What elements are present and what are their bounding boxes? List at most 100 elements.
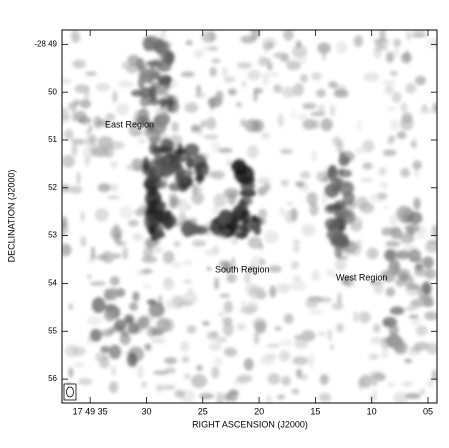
emission-blob xyxy=(342,192,356,205)
emission-blob xyxy=(388,324,399,336)
noise-blob xyxy=(206,117,217,130)
noise-blob xyxy=(385,51,395,63)
noise-blob xyxy=(336,41,348,54)
emission-blob xyxy=(156,317,171,333)
noise-blob xyxy=(380,350,389,359)
noise-blob xyxy=(333,273,338,279)
noise-blob xyxy=(353,311,359,323)
emission-blob xyxy=(414,268,430,277)
noise-blob xyxy=(68,367,74,378)
noise-blob xyxy=(227,88,237,96)
noise-blob xyxy=(62,244,72,256)
noise-blob xyxy=(362,162,373,170)
noise-blob xyxy=(62,216,68,229)
emission-blob xyxy=(230,214,239,231)
noise-blob xyxy=(267,373,281,385)
noise-blob xyxy=(307,354,315,368)
noise-blob xyxy=(206,266,212,272)
emission-blob xyxy=(183,149,191,160)
noise-blob xyxy=(279,350,291,362)
noise-blob xyxy=(222,316,233,326)
noise-blob xyxy=(432,102,437,114)
noise-blob xyxy=(236,323,246,331)
noise-blob xyxy=(257,177,271,185)
emission-blob xyxy=(154,224,164,239)
emission-blob xyxy=(399,232,415,244)
noise-blob xyxy=(73,99,81,106)
y-tick-label: 56 xyxy=(48,374,57,383)
noise-blob xyxy=(350,221,363,232)
noise-blob xyxy=(241,80,247,89)
noise-blob xyxy=(72,346,86,357)
noise-blob xyxy=(356,238,362,250)
emission-blob xyxy=(103,304,115,312)
emission-blob xyxy=(137,315,150,329)
noise-blob xyxy=(400,52,412,64)
noise-blob xyxy=(172,295,184,309)
noise-blob xyxy=(292,356,309,366)
noise-blob xyxy=(264,230,279,244)
noise-blob xyxy=(221,66,228,77)
emission-blob xyxy=(103,308,116,322)
noise-blob xyxy=(276,394,285,400)
emission-blob xyxy=(423,298,434,308)
noise-blob xyxy=(142,283,152,289)
noise-blob xyxy=(223,347,238,357)
noise-blob xyxy=(80,210,85,223)
noise-blob xyxy=(183,279,193,285)
noise-blob xyxy=(73,362,86,368)
x-tick-label: 25 xyxy=(198,406,208,416)
noise-blob xyxy=(265,394,272,403)
emission-blob xyxy=(330,233,347,249)
emission-blob xyxy=(334,177,344,185)
region-label: South Region xyxy=(215,264,270,274)
noise-blob xyxy=(371,373,386,382)
noise-blob xyxy=(277,113,284,128)
noise-blob xyxy=(194,92,206,99)
noise-blob xyxy=(170,197,177,209)
noise-blob xyxy=(184,102,199,113)
noise-blob xyxy=(258,56,268,67)
emission-blob xyxy=(251,215,259,223)
noise-blob xyxy=(211,205,220,216)
emission-blob xyxy=(90,328,102,342)
noise-blob xyxy=(211,58,221,64)
emission-blob xyxy=(146,60,162,67)
noise-blob xyxy=(142,247,154,259)
y-axis-label: DECLINATION (J2000) xyxy=(6,170,16,263)
noise-blob xyxy=(171,121,179,133)
noise-blob xyxy=(236,374,253,383)
noise-blob xyxy=(373,323,381,333)
noise-blob xyxy=(263,39,270,54)
noise-blob xyxy=(373,281,384,295)
emission-blob xyxy=(159,112,171,126)
noise-blob xyxy=(94,208,109,222)
noise-blob xyxy=(240,35,256,44)
noise-blob xyxy=(337,292,342,306)
emission-blob xyxy=(153,40,169,55)
noise-blob xyxy=(243,270,251,285)
noise-blob xyxy=(389,214,398,227)
noise-blob xyxy=(412,138,417,150)
emission-blob xyxy=(210,222,220,235)
noise-blob xyxy=(112,253,122,259)
emission-blob xyxy=(337,224,346,232)
noise-blob xyxy=(262,72,269,87)
noise-blob xyxy=(78,116,92,125)
noise-blob xyxy=(72,59,86,69)
noise-blob xyxy=(356,119,362,132)
noise-blob xyxy=(372,387,377,399)
noise-blob xyxy=(327,329,333,342)
noise-blob xyxy=(105,113,116,121)
noise-blob xyxy=(390,119,400,131)
x-tick-label: 15 xyxy=(310,406,320,416)
noise-blob xyxy=(341,278,349,285)
noise-blob xyxy=(281,375,291,387)
noise-blob xyxy=(119,206,134,220)
noise-blob xyxy=(247,69,261,81)
noise-blob xyxy=(97,183,111,193)
emission-blob xyxy=(230,160,246,171)
noise-blob xyxy=(372,381,377,386)
noise-blob xyxy=(161,384,176,390)
noise-blob xyxy=(411,319,422,326)
